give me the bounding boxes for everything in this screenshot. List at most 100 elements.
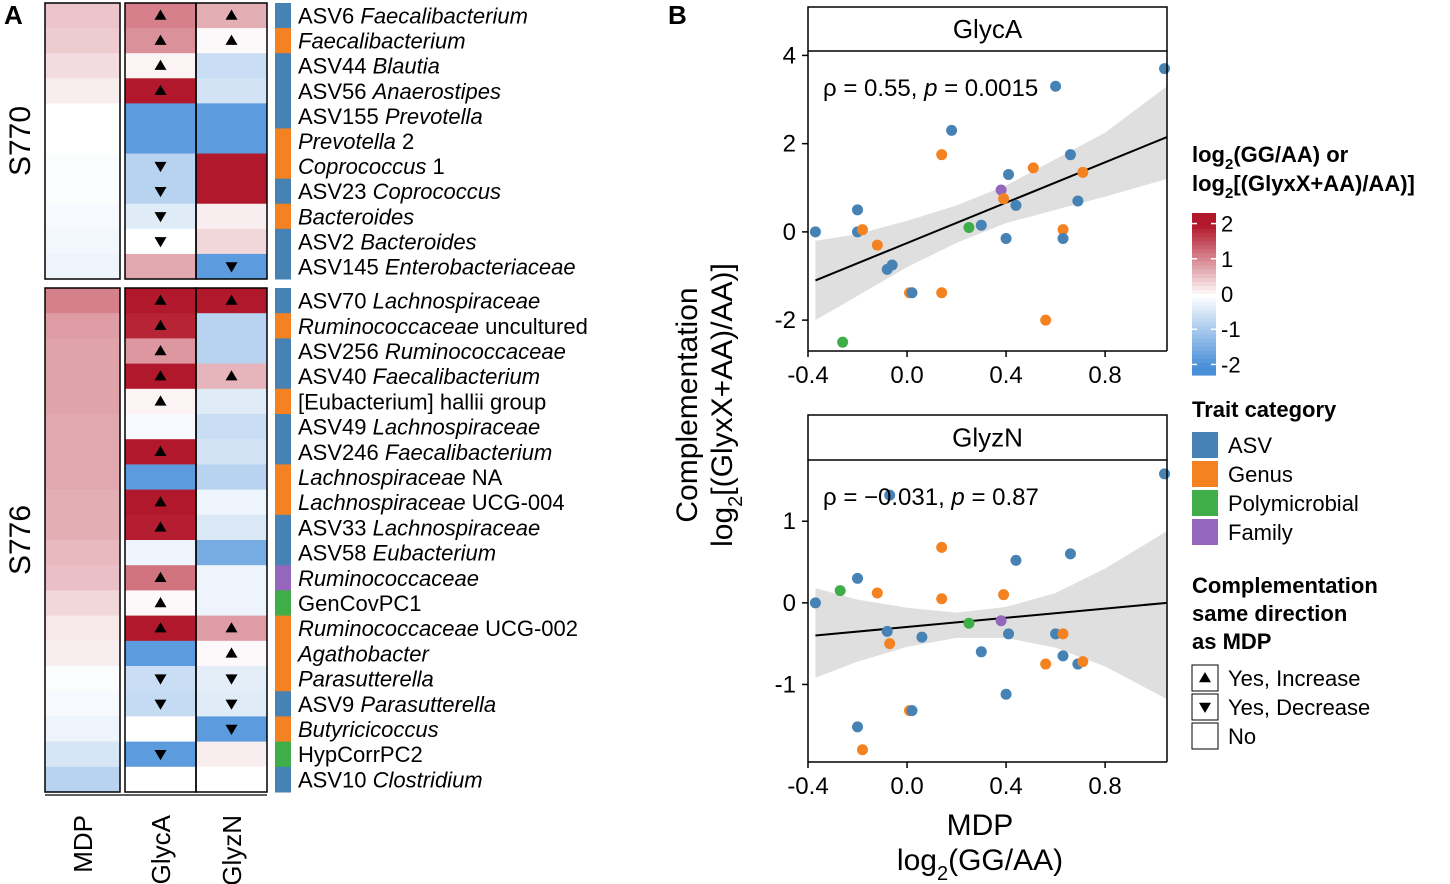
scatter-point [1064, 548, 1076, 560]
scatter-point [1010, 199, 1022, 211]
heatmap-cell [45, 178, 120, 205]
row-taxon: Lachnospiraceae [373, 515, 541, 540]
heatmap-cell [45, 28, 120, 54]
scatter-point [834, 585, 846, 597]
heatmap-cell [196, 103, 267, 129]
heatmap-cell [45, 288, 120, 314]
row-taxon: Faecalibacterium [385, 440, 553, 465]
trait-swatch [1192, 461, 1218, 487]
scatter-point [1057, 233, 1069, 244]
category-strip [275, 203, 291, 230]
x-tick-label: -0.4 [787, 362, 828, 389]
scatter-point [852, 204, 864, 216]
scatter-point [1050, 80, 1062, 92]
row-asv: ASV9 [298, 692, 360, 717]
p-symbol: p [923, 75, 937, 102]
category-strip [275, 153, 291, 180]
scatter-point [963, 221, 975, 233]
heatmap-mark [154, 161, 167, 173]
heatmap-cell [196, 313, 267, 339]
row-label: Parasutterella [298, 667, 434, 692]
heatmap-mark [225, 294, 238, 305]
y-title-sub: 2 [725, 496, 747, 507]
category-strip [275, 28, 291, 54]
trait-swatch [1192, 432, 1218, 458]
row-taxon: Coprococcus [298, 154, 426, 179]
row-suffix: 1 [426, 154, 444, 179]
colorbar-label: -1 [1221, 317, 1241, 342]
heatmap-mark [154, 59, 167, 70]
row-label: Coprococcus 1 [298, 154, 445, 179]
row-label: ASV145 Enterobacteriaceae [298, 254, 576, 279]
row-label: ASV9 Parasutterella [298, 692, 496, 717]
colorbar-segment [1192, 265, 1216, 271]
row-asv: ASV155 [298, 104, 385, 129]
colorbar-segment [1192, 285, 1216, 291]
y-tick-label: 0 [783, 219, 796, 246]
scatter-point [886, 259, 898, 271]
row-taxon: Eubacterium [373, 541, 497, 566]
legend: log2(GG/AA) or log2[(GlyxX+AA)/AA)] Trai… [1191, 142, 1415, 750]
comp-label: Yes, Increase [1228, 666, 1361, 691]
heatmap-mark [154, 699, 167, 710]
row-suffix: uncultured [479, 314, 588, 339]
scatter-point [995, 184, 1007, 196]
heatmap-cell [196, 741, 267, 768]
row-suffix: 2 [396, 129, 414, 154]
heatmap-cell [125, 128, 196, 155]
row-taxon: Ruminococcaceae [298, 314, 479, 339]
p-symbol: p [950, 484, 964, 511]
row-label: ASV49 Lachnospiraceae [298, 415, 540, 440]
comp-label: No [1228, 724, 1256, 749]
row-taxon: Ruminococcaceae [298, 566, 479, 591]
colorbar-segment [1192, 362, 1216, 368]
colorbar-segment [1192, 302, 1216, 307]
trait-label: Polymicrobial [1228, 491, 1359, 516]
colorbar-segment [1192, 225, 1216, 230]
heatmap-cell [45, 640, 120, 667]
heatmap-cell [196, 439, 267, 465]
row-taxon: Lachnospiraceae [373, 415, 541, 440]
row-asv: ASV33 [298, 515, 373, 540]
scatter-point [856, 744, 868, 756]
x-title-rest: (GG/AA) [948, 844, 1063, 877]
heatmap-mark [154, 370, 167, 381]
category-strip [275, 691, 291, 717]
heatmap-cell [196, 338, 267, 365]
category-strip [275, 313, 291, 339]
colorbar-segment [1192, 330, 1216, 336]
scatter-point [998, 193, 1010, 205]
heatmap-mark [154, 496, 167, 507]
scale-title-line1: log2(GG/AA) or [1192, 142, 1349, 173]
heatmap-mark [225, 370, 238, 381]
scatter-point [975, 219, 987, 231]
row-asv: ASV40 [298, 364, 373, 389]
scale-title1-sub: 2 [1225, 156, 1233, 173]
row-label: ASV33 Lachnospiraceae [298, 515, 540, 540]
row-label: ASV256 Ruminococcaceae [298, 339, 566, 364]
heatmap-cell [125, 253, 196, 280]
scatter-point [1040, 314, 1052, 326]
heatmap-mark [225, 622, 238, 633]
colorbar-label: 2 [1221, 212, 1233, 237]
heatmap-mark [154, 9, 167, 20]
colorbar-segment [1192, 322, 1216, 327]
scatter-point [906, 705, 918, 717]
trait-label: ASV [1228, 433, 1272, 458]
row-taxon: Faecalibacterium [373, 364, 541, 389]
category-strip [275, 338, 291, 365]
row-taxon: Butyricicoccus [298, 717, 439, 742]
colorbar-segment [1192, 338, 1216, 344]
scatter-point [871, 587, 883, 599]
colorbar-segment [1192, 366, 1216, 372]
category-strip [275, 640, 291, 667]
heatmap-column-border [44, 2, 121, 280]
category-strip [275, 388, 291, 415]
category-strip [275, 439, 291, 465]
comp-legend-title-2: same direction [1192, 601, 1347, 626]
scatter-point [809, 226, 821, 238]
colorbar-segment [1192, 342, 1216, 348]
regression-line [815, 136, 1168, 282]
x-axis-title-line2: log2(GG/AA) [897, 844, 1063, 884]
scatter-point [1040, 658, 1052, 670]
